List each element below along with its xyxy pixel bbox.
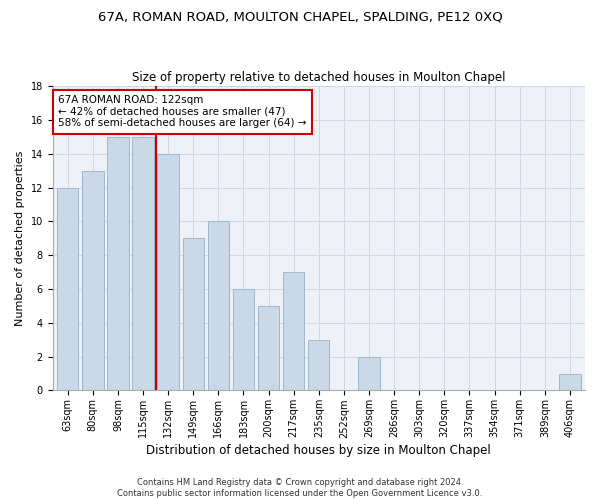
Bar bbox=[233, 289, 254, 390]
Bar bbox=[283, 272, 304, 390]
Bar bbox=[82, 170, 104, 390]
Bar bbox=[107, 137, 128, 390]
Bar bbox=[308, 340, 329, 390]
Text: Contains HM Land Registry data © Crown copyright and database right 2024.
Contai: Contains HM Land Registry data © Crown c… bbox=[118, 478, 482, 498]
Bar bbox=[133, 137, 154, 390]
Bar bbox=[258, 306, 279, 390]
Bar bbox=[157, 154, 179, 390]
Title: Size of property relative to detached houses in Moulton Chapel: Size of property relative to detached ho… bbox=[132, 70, 506, 84]
X-axis label: Distribution of detached houses by size in Moulton Chapel: Distribution of detached houses by size … bbox=[146, 444, 491, 458]
Bar bbox=[559, 374, 581, 390]
Bar bbox=[182, 238, 204, 390]
Text: 67A, ROMAN ROAD, MOULTON CHAPEL, SPALDING, PE12 0XQ: 67A, ROMAN ROAD, MOULTON CHAPEL, SPALDIN… bbox=[98, 10, 502, 23]
Bar bbox=[57, 188, 79, 390]
Bar bbox=[208, 222, 229, 390]
Y-axis label: Number of detached properties: Number of detached properties bbox=[15, 150, 25, 326]
Bar bbox=[358, 356, 380, 390]
Text: 67A ROMAN ROAD: 122sqm
← 42% of detached houses are smaller (47)
58% of semi-det: 67A ROMAN ROAD: 122sqm ← 42% of detached… bbox=[58, 95, 307, 128]
